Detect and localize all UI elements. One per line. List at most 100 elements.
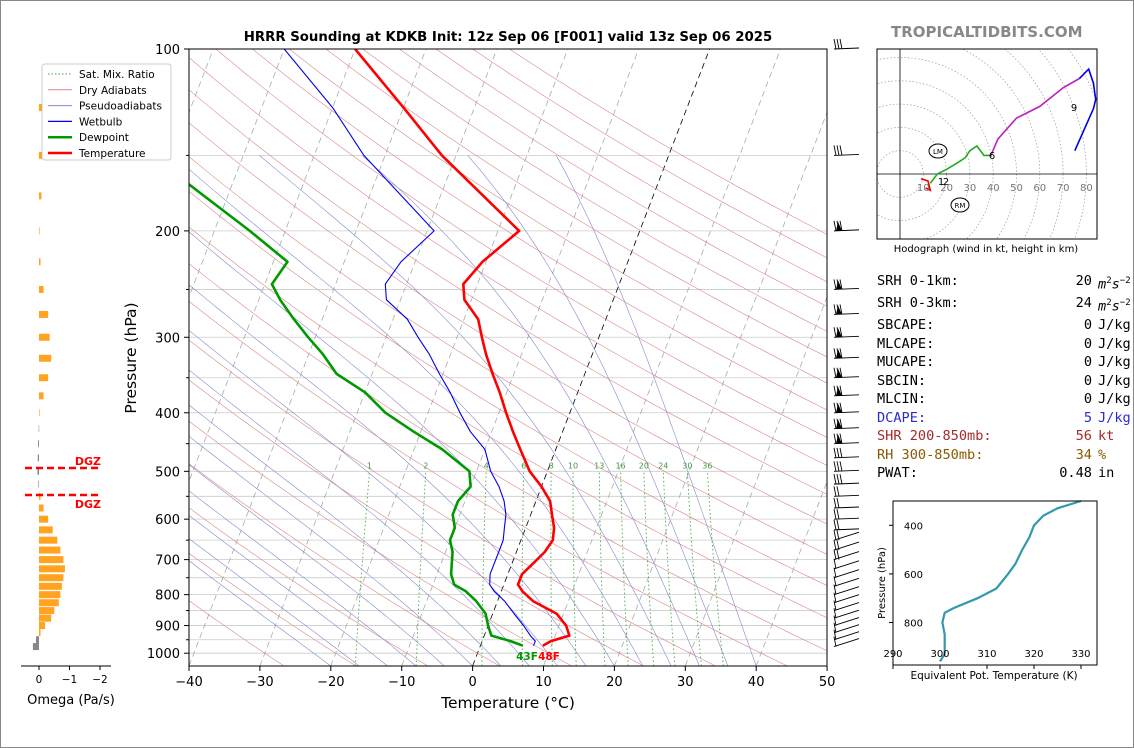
- param-row: SRH 0-1km: 20 m2s−2: [877, 272, 1131, 294]
- wind-barb: [833, 486, 860, 497]
- param-label: PWAT:: [877, 465, 918, 482]
- dry-adiabat-line: [289, 49, 827, 384]
- wind-barb: [833, 220, 860, 232]
- x-tick-label: −10: [388, 675, 415, 690]
- dry-adiabat-line: [189, 89, 827, 495]
- hodograph-ring-label: 70: [1057, 183, 1070, 194]
- wind-barb: [833, 279, 860, 290]
- param-label: DCAPE:: [877, 409, 927, 426]
- wind-barb: [833, 622, 860, 634]
- y-tick-label: 800: [155, 589, 180, 604]
- param-unit: %: [1098, 446, 1107, 463]
- omega-bar: [39, 104, 43, 112]
- skewt-legend: Sat. Mix. Ratio Dry Adiabats Pseudoadiabat…: [41, 63, 172, 161]
- x-tick-label: −40: [175, 675, 202, 690]
- omega-bar: [39, 227, 40, 235]
- param-row: SBCAPE: 0 J/kg: [877, 316, 1131, 335]
- param-unit: m2s−2: [1098, 276, 1131, 293]
- param-value: 0.48: [1059, 465, 1092, 482]
- dry-adiabat-line: [399, 49, 827, 307]
- dewpoint-line: [189, 182, 524, 647]
- hodograph-height-label: 2: [943, 177, 949, 188]
- wind-barb: [833, 530, 860, 541]
- param-label: MLCIN:: [877, 391, 927, 408]
- theta-e-ylabel: Pressure (hPa): [877, 547, 888, 619]
- omega-tick-label: 0: [36, 674, 43, 686]
- mixing-ratio-label: 24: [658, 461, 668, 470]
- hodograph-segment-0-1km: [920, 177, 932, 192]
- omega-bar: [39, 285, 44, 293]
- x-tick-label: 20: [606, 675, 623, 690]
- omega-bar: [39, 556, 64, 564]
- mixing-ratio-line: [481, 471, 487, 666]
- omega-bar: [39, 151, 43, 159]
- legend-label: Sat. Mix. Ratio: [79, 69, 155, 81]
- omega-bar: [35, 636, 39, 644]
- param-value: 0: [1083, 372, 1092, 389]
- omega-tick-label: −2: [92, 674, 107, 686]
- omega-bar: [39, 591, 61, 599]
- moist-adiabat-line: [189, 514, 388, 666]
- omega-bar: [39, 607, 55, 615]
- y-tick-label: 500: [155, 465, 180, 480]
- omega-bar: [38, 425, 40, 433]
- moist-adiabat-line: [189, 168, 644, 666]
- omega-bar: [39, 392, 44, 400]
- temperature-line: [354, 49, 571, 647]
- moist-adiabat-line: [189, 369, 530, 666]
- wind-barb: [833, 497, 860, 509]
- isotherm-line: [189, 49, 427, 666]
- dry-adiabat-line: [189, 57, 827, 466]
- mixing-ratio-line: [686, 471, 702, 666]
- mixing-ratio-label: 4: [484, 461, 489, 470]
- param-row: RH 300-850mb: 34%: [877, 446, 1131, 465]
- mixing-ratio-line: [521, 471, 525, 666]
- mixing-ratio-label: 36: [702, 461, 712, 470]
- wind-barb: [833, 509, 860, 520]
- omega-panel: 0 −1 −2 Omega (Pa/s) DGZ DGZ: [21, 104, 115, 708]
- omega-bar: [39, 582, 62, 590]
- dry-adiabat-line: [189, 300, 788, 666]
- param-row: SBCIN: 0 J/kg: [877, 372, 1131, 391]
- omega-bar: [39, 492, 41, 500]
- hodograph-frame: [876, 48, 1098, 240]
- mixing-ratio-line: [643, 471, 655, 666]
- param-value: 0: [1083, 354, 1092, 371]
- omega-bar: [39, 374, 49, 382]
- dry-adiabat-line: [325, 49, 827, 358]
- skewt-plot-frame: [188, 48, 828, 667]
- wind-barb: [833, 539, 860, 551]
- wind-barb: [833, 629, 860, 641]
- omega-bar: [38, 440, 39, 448]
- wind-barb: [833, 447, 860, 459]
- moist-adiabat-line: [189, 330, 558, 666]
- sfc-temp-label: 48F: [538, 651, 560, 663]
- theta-e-y-label: 800: [904, 618, 923, 629]
- param-label: SBCIN:: [877, 372, 927, 389]
- y-tick-label: 200: [155, 225, 180, 240]
- omega-bar: [39, 258, 41, 266]
- mixing-ratio-label: 2: [423, 461, 428, 470]
- omega-bar: [39, 333, 50, 341]
- legend-label: Pseudoadiabats: [79, 101, 162, 113]
- param-label: RH 300-850mb:: [877, 446, 984, 463]
- hodograph-ring-label: 80: [1080, 183, 1093, 194]
- wind-barb: [833, 592, 860, 604]
- y-tick-label: 900: [155, 620, 180, 635]
- wind-barb: [833, 327, 860, 338]
- x-tick-label: −20: [317, 675, 344, 690]
- rm-marker: [950, 197, 970, 213]
- omega-bar: [32, 643, 39, 651]
- rm-label: RM: [955, 202, 966, 210]
- omega-bar: [37, 467, 39, 475]
- y-tick-label: 300: [155, 331, 180, 346]
- omega-bar: [39, 409, 40, 417]
- dry-adiabat-line: [362, 49, 827, 332]
- legend-item: Dewpoint: [48, 132, 129, 144]
- mixing-ratio-label: 8: [549, 461, 554, 470]
- wind-barb: [833, 584, 860, 596]
- x-tick-label: 10: [535, 675, 552, 690]
- param-row: MLCAPE: 0 J/kg: [877, 335, 1131, 354]
